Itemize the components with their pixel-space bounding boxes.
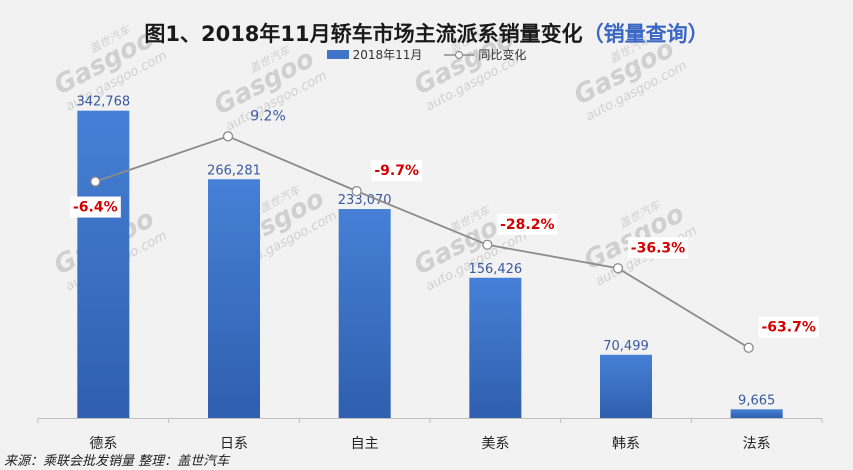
bar bbox=[600, 354, 652, 418]
bar bbox=[469, 277, 522, 418]
legend-label-line: 同比变化 bbox=[478, 48, 527, 62]
source-note: 来源：乘联会批发销量 整理：盖世汽车 bbox=[4, 454, 230, 469]
bar-value-label: 266,281 bbox=[207, 163, 261, 178]
x-tick-label: 法系 bbox=[743, 436, 771, 452]
line-point bbox=[90, 176, 101, 187]
bar bbox=[77, 110, 130, 418]
bar-value-label: 70,499 bbox=[603, 339, 649, 354]
x-tick-label: 美系 bbox=[481, 436, 509, 452]
chart-title-text: 图1、2018年11月轿车市场主流派系销量变化 bbox=[144, 22, 583, 46]
bar-value-label: 342,768 bbox=[76, 95, 130, 110]
legend: 2018年11月 同比变化 bbox=[0, 46, 853, 63]
bar-value-label: 233,070 bbox=[338, 193, 392, 208]
line-point bbox=[743, 342, 754, 353]
line-value-label: -6.4% bbox=[73, 200, 118, 216]
chart-subtitle-link[interactable]: （销量查询） bbox=[582, 22, 709, 46]
bar bbox=[208, 179, 260, 418]
line-label-box bbox=[758, 316, 819, 338]
bar bbox=[730, 409, 783, 418]
line-point bbox=[351, 185, 362, 197]
line-label-box bbox=[497, 213, 558, 235]
line-value-label: -28.2% bbox=[500, 217, 554, 233]
line-point bbox=[482, 239, 493, 250]
line-point bbox=[222, 131, 234, 142]
legend-swatch-bar bbox=[326, 50, 349, 59]
x-tick-label: 韩系 bbox=[612, 436, 640, 452]
bar-value-label: 156,426 bbox=[468, 262, 522, 277]
bar bbox=[338, 209, 391, 418]
x-tick-label: 日系 bbox=[220, 436, 248, 452]
x-tick-label: 自主 bbox=[351, 436, 379, 452]
legend-item-line: 同比变化 bbox=[444, 46, 526, 63]
legend-swatch-line bbox=[444, 50, 475, 59]
bar-value-label: 9,665 bbox=[738, 393, 775, 408]
line-value-label: -63.7% bbox=[761, 320, 815, 336]
legend-label-bar: 2018年11月 bbox=[352, 48, 423, 62]
line-series bbox=[95, 135, 750, 349]
x-tick-label: 德系 bbox=[89, 436, 117, 452]
line-label-box bbox=[371, 160, 423, 182]
chart-title: 图1、2018年11月轿车市场主流派系销量变化（销量查询） bbox=[0, 18, 853, 48]
line-label-box bbox=[69, 196, 121, 218]
line-label-box bbox=[628, 237, 688, 259]
line-value-label: -36.3% bbox=[631, 240, 685, 256]
legend-item-bar: 2018年11月 bbox=[326, 46, 423, 63]
line-point bbox=[612, 263, 624, 274]
line-value-label: 9.2% bbox=[250, 108, 286, 124]
line-value-label: -9.7% bbox=[374, 163, 419, 179]
